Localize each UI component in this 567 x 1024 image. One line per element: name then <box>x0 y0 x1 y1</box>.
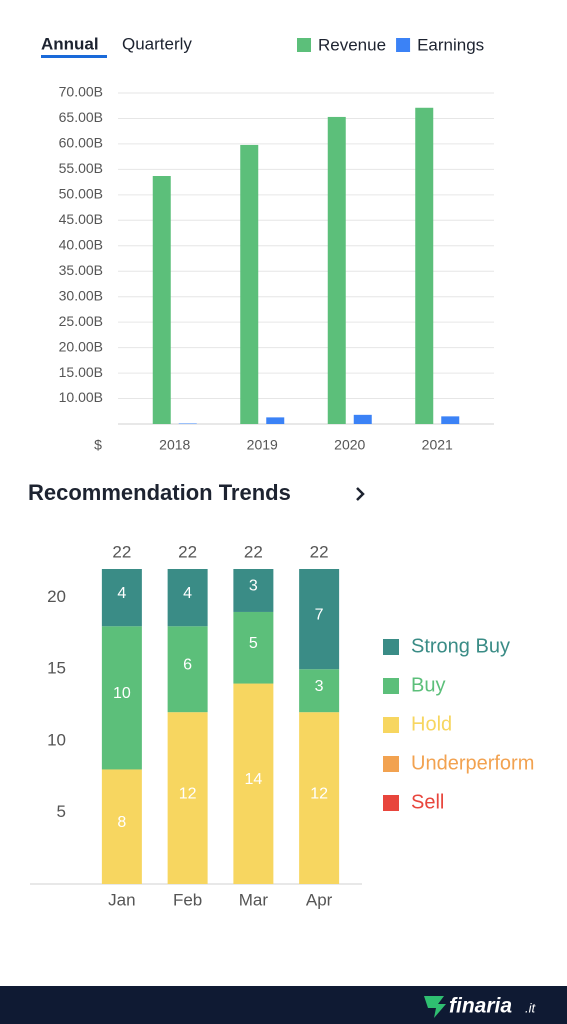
bar <box>353 414 372 424</box>
x-tick-label: Jan <box>108 890 135 909</box>
y-tick-label: 40.00B <box>59 236 103 252</box>
y-tick-label: 30.00B <box>59 287 103 303</box>
tab-underline <box>41 55 107 58</box>
legend-label: Earnings <box>417 35 484 54</box>
tab-quarterly[interactable]: Quarterly <box>122 34 192 53</box>
bar <box>266 417 285 424</box>
segment-label: 7 <box>315 606 324 623</box>
y-tick-label: 15 <box>47 659 66 678</box>
legend-swatch <box>396 38 411 52</box>
segment-label: 12 <box>310 785 328 802</box>
segment-label: 12 <box>179 785 197 802</box>
legend-label: Underperform <box>411 752 534 774</box>
segment-label: 6 <box>183 656 192 673</box>
bar-segment <box>167 712 208 884</box>
section-title[interactable]: Recommendation Trends <box>28 480 291 505</box>
legend-swatch <box>383 795 399 811</box>
bar-segment <box>101 569 142 627</box>
chevron-icon[interactable] <box>356 487 365 501</box>
bar-segment <box>101 626 142 770</box>
bar-segment <box>233 569 274 612</box>
y-tick-label: 45.00B <box>59 211 103 227</box>
logo-icon <box>424 996 446 1018</box>
segment-label: 3 <box>315 678 324 695</box>
y-tick-label: 10 <box>47 730 66 749</box>
bar-segment <box>101 769 142 884</box>
bar-segment <box>299 712 340 884</box>
footer-bar <box>0 986 567 1024</box>
y-tick-label: 65.00B <box>59 109 103 125</box>
y-tick-label: 55.00B <box>59 160 103 176</box>
legend-label: Strong Buy <box>411 635 510 657</box>
segment-label: 3 <box>249 578 258 595</box>
logo-brand: finaria <box>449 995 512 1018</box>
bar <box>415 107 434 424</box>
y-tick-label: 10.00B <box>59 389 103 405</box>
legend-swatch <box>383 756 399 772</box>
y-tick-label: 20.00B <box>59 338 103 354</box>
bar <box>441 416 460 424</box>
bar-segment <box>167 569 208 627</box>
bar-segment <box>299 569 340 670</box>
bar <box>240 144 259 425</box>
y-tick-label: 15.00B <box>59 364 103 380</box>
x-tick-label: 2019 <box>247 437 278 453</box>
y-tick-label: 60.00B <box>59 135 103 151</box>
segment-label: 5 <box>249 635 258 652</box>
bar-segment <box>233 683 274 884</box>
y-tick-label: 25.00B <box>59 313 103 329</box>
legend-swatch <box>383 639 399 655</box>
logo-tld: .it <box>525 1000 537 1015</box>
segment-label: 14 <box>244 771 262 788</box>
bar-segment <box>233 611 274 684</box>
tab-annual[interactable]: Annual <box>41 34 99 53</box>
x-tick-label: Mar <box>239 890 269 909</box>
x-tick-label: 2018 <box>159 437 190 453</box>
x-tick-label: 2020 <box>334 437 365 453</box>
bar-segment <box>299 669 340 713</box>
legend-label: Revenue <box>318 35 386 54</box>
x-tick-label: Apr <box>306 890 333 909</box>
y-tick-label: 5 <box>57 802 66 821</box>
legend-swatch <box>297 38 311 52</box>
total-label: 22 <box>178 542 197 561</box>
x-tick-label: 2021 <box>422 437 453 453</box>
bar <box>327 116 346 425</box>
y-tick-label: 70.00B <box>59 84 103 100</box>
segment-label: 4 <box>183 585 192 602</box>
bar <box>178 423 197 424</box>
segment-label: 8 <box>117 814 126 831</box>
total-label: 22 <box>310 542 329 561</box>
legend-label: Hold <box>411 713 452 735</box>
legend-swatch <box>383 717 399 733</box>
segment-label: 10 <box>113 685 131 702</box>
bar-segment <box>167 626 208 713</box>
legend-swatch <box>383 678 399 694</box>
legend-label: Buy <box>411 674 445 696</box>
x-tick-label: Feb <box>173 890 202 909</box>
y-tick-label: 20 <box>47 587 66 606</box>
y-tick-label: 50.00B <box>59 186 103 202</box>
bar <box>152 176 171 424</box>
y-tick-label: 35.00B <box>59 262 103 278</box>
total-label: 22 <box>244 542 263 561</box>
segment-label: 4 <box>117 585 126 602</box>
y-axis-label: $ <box>94 437 102 453</box>
total-label: 22 <box>112 542 131 561</box>
legend-label: Sell <box>411 791 444 813</box>
